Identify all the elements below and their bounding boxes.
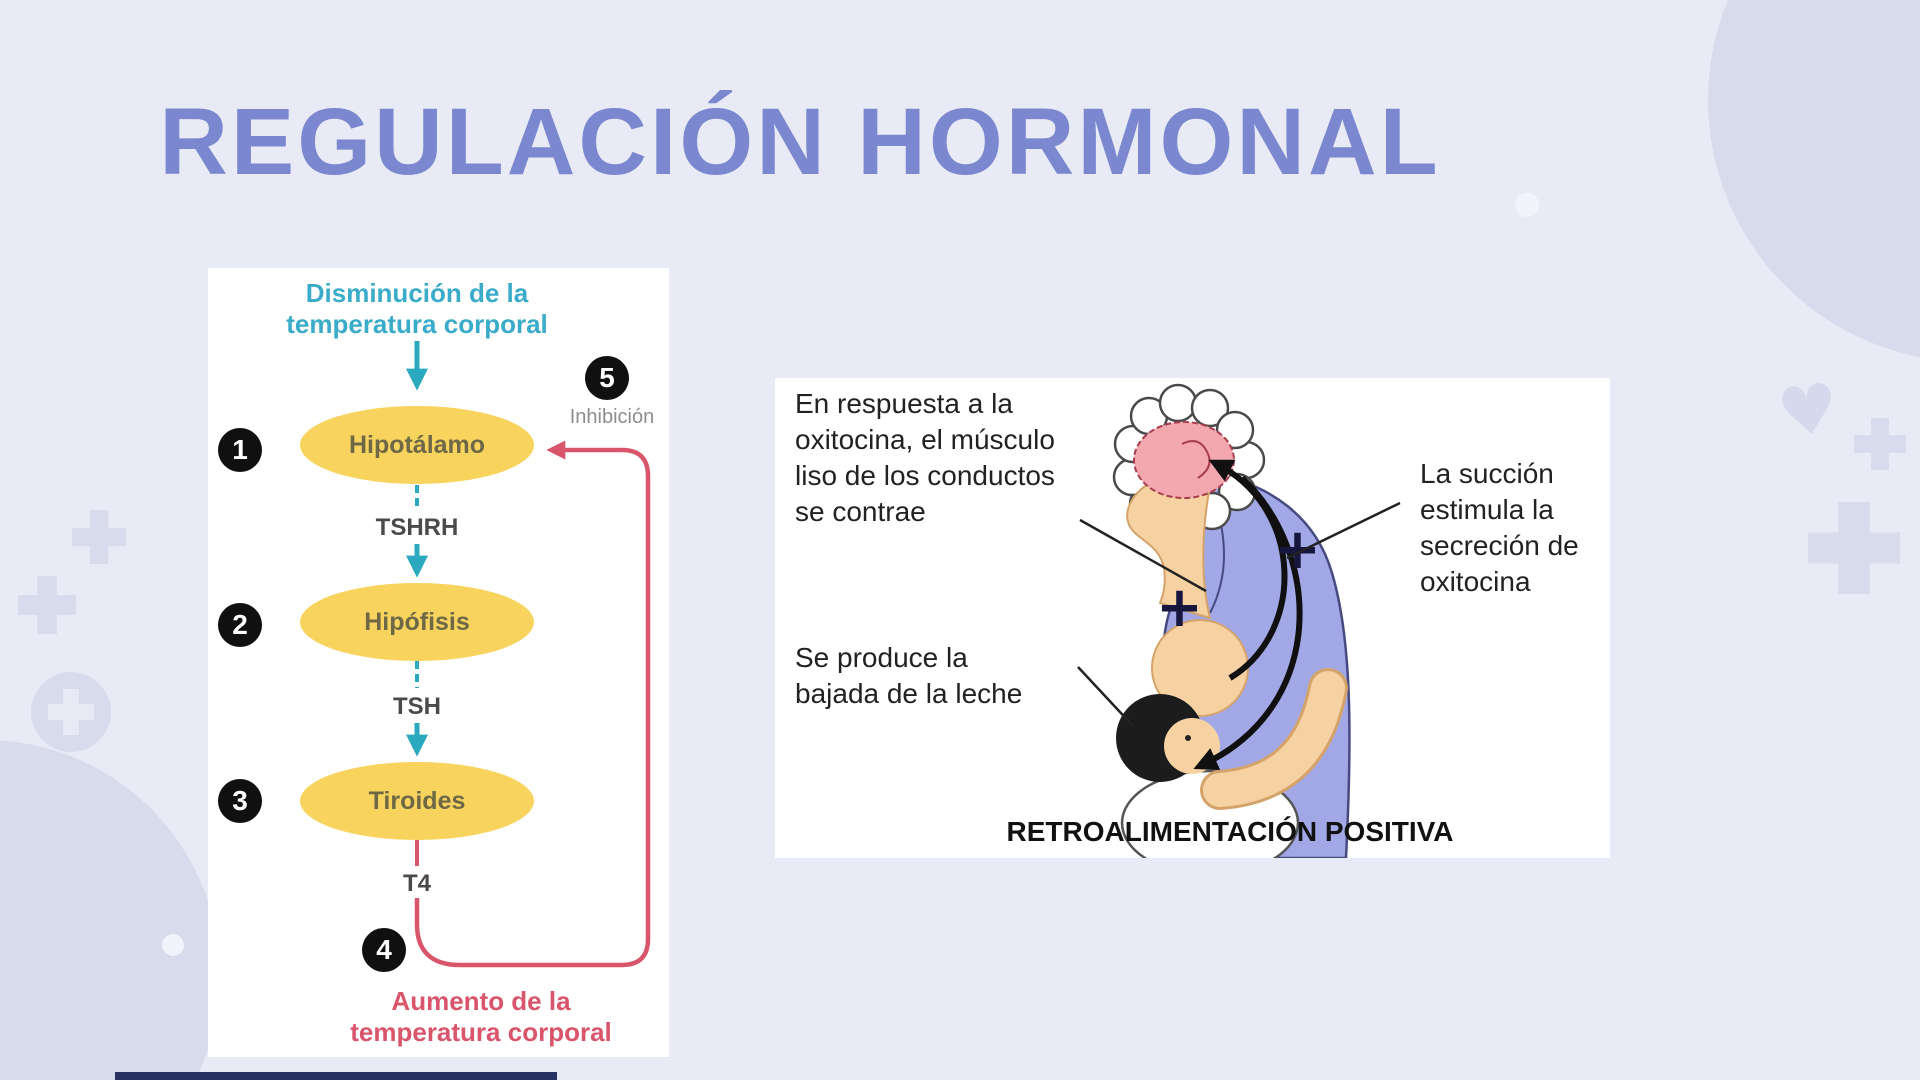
feedback-loop-arrow (414, 440, 651, 968)
step-number-3: 3 (218, 779, 262, 823)
baby-eye (1185, 735, 1191, 741)
contraction-label: En respuesta a la oxitocina, el músculo … (795, 388, 1055, 527)
step-number-5: 5 (585, 356, 629, 400)
step-number-1: 1 (218, 428, 262, 472)
step-number-4: 4 (362, 928, 406, 972)
circle-decoration-bottom-left (0, 740, 220, 1080)
positive-feedback-diagram: + + En respuesta a la oxitocina, el músc… (775, 378, 1610, 858)
response-label: Aumento de la temperatura corporal (350, 986, 612, 1047)
node-hipofisis: Hipófisis (300, 583, 534, 661)
mother-arm (1203, 671, 1345, 807)
cross-icon-left-lower (18, 576, 76, 634)
hormone-tsh: TSH (393, 693, 441, 720)
hormone-tshrh: TSHRH (375, 514, 459, 541)
arrow-brain-to-breast (1193, 475, 1303, 770)
flowchart-arrows (406, 341, 651, 968)
baby-face (1164, 718, 1220, 774)
node-tiroides: Tiroides (300, 762, 534, 840)
inhibition-label: Inhibición (569, 406, 655, 428)
cross-icon-right-small (1854, 418, 1906, 470)
page-title: REGULACIÓN HORMONAL (159, 89, 1441, 195)
dot-decoration-top-right (1515, 193, 1539, 217)
step-number-2: 2 (218, 603, 262, 647)
breastfeeding-illustration: + + (1077, 383, 1401, 858)
circle-decoration-top-right (1708, 0, 1920, 362)
hormone-t4: T4 (402, 870, 431, 897)
suction-label: La succión estimula la secreción de oxit… (1420, 458, 1579, 597)
negative-feedback-diagram: Disminución de la temperatura corporal 1… (208, 268, 669, 1057)
dot-decoration-bottom-left (162, 934, 184, 956)
cross-icon-left-upper (72, 510, 126, 564)
brain-fold (1181, 440, 1211, 479)
bottom-accent-bar (115, 1072, 557, 1080)
pointer-line-suction (1286, 501, 1401, 560)
plus-sign-shoulder: + (1274, 517, 1321, 582)
node-hipotalamo: Hipotálamo (300, 406, 534, 484)
brain (1133, 421, 1235, 499)
cross-icon-right-large (1808, 502, 1900, 594)
stimulus-label: Disminución de la temperatura corporal (286, 278, 548, 339)
positive-feedback-caption: RETROALIMENTACIÓN POSITIVA (1006, 816, 1454, 847)
pointer-line-contraction (1079, 518, 1207, 593)
milk-label: Se produce la bajada de la leche (795, 642, 1023, 709)
heart-icon: ♥ (1772, 368, 1845, 455)
pointer-line-milk (1077, 666, 1134, 727)
